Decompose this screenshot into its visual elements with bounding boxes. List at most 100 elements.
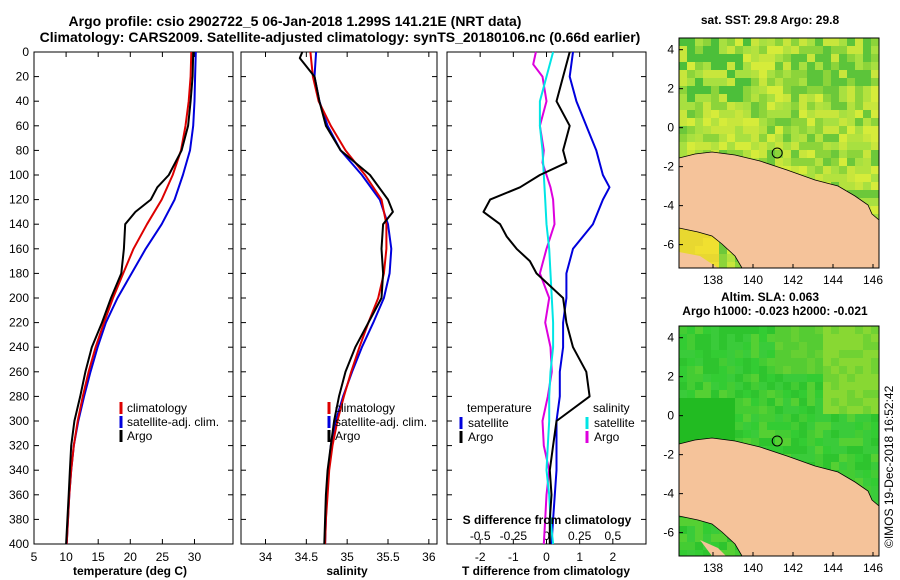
heatmap-cell [703, 550, 711, 556]
heatmap-cell [719, 126, 727, 134]
heatmap-cell [831, 78, 839, 86]
heatmap-cell [767, 398, 775, 406]
heatmap-cell [847, 142, 855, 150]
heatmap-cell [791, 102, 799, 110]
heatmap-cell [823, 430, 831, 438]
heatmap-cell [791, 78, 799, 86]
heatmap-cell [863, 54, 871, 62]
heatmap-cell [767, 366, 775, 374]
heatmap-cell [863, 342, 871, 350]
heatmap-cell [807, 46, 815, 54]
heatmap-cell [855, 158, 863, 166]
heatmap-cell [839, 398, 847, 406]
salinity-line-argo [298, 51, 394, 545]
heatmap-cell [815, 174, 823, 182]
heatmap-cell [871, 366, 879, 374]
heatmap-cell [759, 134, 767, 142]
heatmap-cell [679, 526, 687, 534]
heatmap-cell [855, 86, 863, 94]
heatmap-cell [823, 54, 831, 62]
heatmap-cell [679, 326, 687, 334]
heatmap-cell [823, 438, 831, 446]
legend-label-climatology: climatology [335, 401, 395, 415]
heatmap-cell [823, 398, 831, 406]
heatmap-cell [735, 398, 743, 406]
heatmap-cell [847, 182, 855, 190]
heatmap-cell [703, 134, 711, 142]
heatmap-cell [847, 334, 855, 342]
heatmap-cell [815, 374, 823, 382]
heatmap-cell [767, 374, 775, 382]
heatmap-cell [695, 78, 703, 86]
map-y-tick-label: 2 [667, 82, 674, 96]
heatmap-cell [679, 230, 687, 238]
map-x-tick-label: 142 [783, 273, 803, 287]
heatmap-cell [815, 414, 823, 422]
heatmap-cell [871, 326, 879, 334]
heatmap-cell [719, 86, 727, 94]
heatmap-cell [679, 38, 687, 46]
heatmap-cell [847, 102, 855, 110]
heatmap-cell [807, 374, 815, 382]
heatmap-cell [703, 118, 711, 126]
heatmap-cell [823, 422, 831, 430]
heatmap-cell [807, 54, 815, 62]
heatmap-cell [767, 110, 775, 118]
heatmap-cell [847, 126, 855, 134]
heatmap-cell [727, 102, 735, 110]
map-y-tick-label: -4 [663, 199, 674, 213]
heatmap-cell [687, 134, 695, 142]
heatmap-cell [695, 54, 703, 62]
heatmap-cell [743, 142, 751, 150]
heatmap-cell [695, 62, 703, 70]
heatmap-cell [759, 398, 767, 406]
heatmap-cell [863, 374, 871, 382]
heatmap-cell [855, 126, 863, 134]
heatmap-cell [727, 78, 735, 86]
heatmap-cell [703, 238, 711, 246]
heatmap-cell [711, 422, 719, 430]
heatmap-cell [703, 390, 711, 398]
heatmap-cell [783, 326, 791, 334]
heatmap-cell [807, 70, 815, 78]
heatmap-cell [711, 86, 719, 94]
heatmap-cell [687, 526, 695, 534]
heatmap-cell [855, 102, 863, 110]
heatmap-cell [815, 158, 823, 166]
heatmap-cell [863, 190, 871, 198]
heatmap-cell [791, 150, 799, 158]
heatmap-cell [831, 166, 839, 174]
heatmap-cell [695, 542, 703, 550]
heatmap-cell [703, 358, 711, 366]
heatmap-cell [767, 430, 775, 438]
heatmap-cell [863, 406, 871, 414]
heatmap-cell [863, 414, 871, 422]
heatmap-cell [735, 94, 743, 102]
heatmap-cell [767, 414, 775, 422]
heatmap-cell [727, 254, 735, 262]
heatmap-cell [823, 142, 831, 150]
heatmap-cell [855, 326, 863, 334]
heatmap-cell [759, 366, 767, 374]
heatmap-cell [783, 446, 791, 454]
heatmap-cell [727, 62, 735, 70]
heatmap-cell [743, 126, 751, 134]
heatmap-cell [863, 102, 871, 110]
heatmap-cell [751, 374, 759, 382]
difference-xlabel: T difference from climatology [462, 564, 630, 578]
heatmap-cell [831, 422, 839, 430]
heatmap-cell [871, 94, 879, 102]
heatmap-cell [863, 454, 871, 462]
heatmap-cell [695, 118, 703, 126]
heatmap-cell [871, 198, 879, 206]
difference-xlabel-top: S difference from climatology [463, 513, 632, 527]
heatmap-cell [799, 390, 807, 398]
top-tick-label: -0.25 [500, 529, 528, 543]
heatmap-cell [855, 422, 863, 430]
heatmap-cell [727, 118, 735, 126]
heatmap-cell [839, 182, 847, 190]
heatmap-cell [679, 422, 687, 430]
heatmap-cell [719, 406, 727, 414]
heatmap-cell [775, 38, 783, 46]
heatmap-cell [775, 366, 783, 374]
